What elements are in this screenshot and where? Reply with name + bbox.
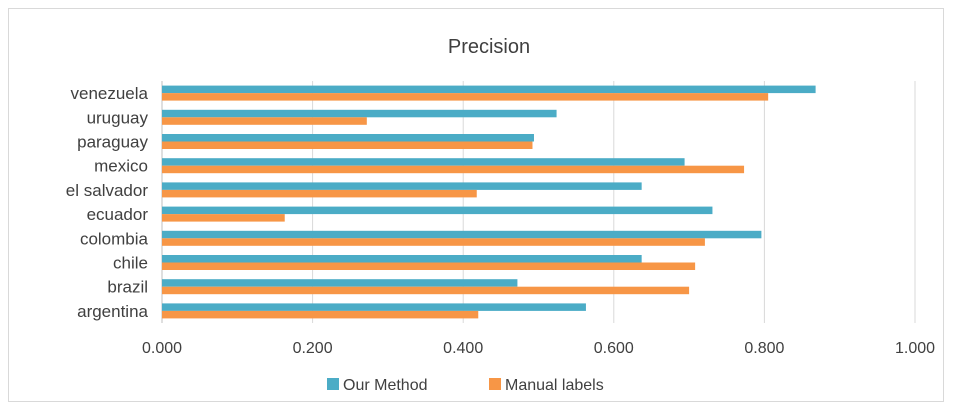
category-label: paraguay	[77, 133, 148, 152]
legend-label-our-method: Our Method	[343, 377, 427, 394]
legend-swatch-manual-labels	[489, 378, 501, 390]
bars	[162, 85, 816, 319]
x-tick-label: 0.600	[594, 340, 634, 357]
bar-manual-labels-mexico	[162, 165, 745, 174]
precision-chart: Precision argentina brazil chile colombia ec…	[66, 36, 935, 394]
category-label: colombia	[80, 229, 149, 248]
bar-our-method-paraguay	[162, 134, 534, 142]
bar-manual-labels-ecuador	[162, 214, 285, 222]
bar-our-method-argentina	[162, 303, 586, 311]
bar-manual-labels-venezuela	[162, 93, 769, 101]
bar-our-method-colombia	[162, 230, 762, 239]
category-label: el salvador	[66, 181, 149, 200]
bar-manual-labels-paraguay	[162, 141, 533, 149]
x-tick-labels: 0.000 0.200 0.400 0.600 0.800 1.000	[142, 340, 935, 357]
x-tick-label: 1.000	[895, 340, 935, 357]
x-tick-label: 0.200	[293, 340, 333, 357]
category-label: ecuador	[87, 205, 149, 224]
bar-manual-labels-brazil	[162, 286, 690, 295]
category-label: brazil	[107, 278, 148, 297]
category-label: uruguay	[87, 108, 149, 127]
bar-manual-labels-uruguay	[162, 117, 367, 125]
legend: Our Method Manual labels	[327, 377, 604, 394]
bar-manual-labels-argentina	[162, 310, 479, 319]
chart-title: Precision	[448, 36, 530, 58]
category-label: venezuela	[70, 84, 148, 103]
category-labels: argentina brazil chile colombia ecuador el sa…	[66, 84, 149, 321]
bar-our-method-chile	[162, 255, 642, 263]
category-label: chile	[113, 254, 148, 273]
bar-manual-labels-chile	[162, 262, 696, 270]
chart-frame: Precision argentina brazil chile colombia ec…	[8, 8, 944, 402]
legend-swatch-our-method	[327, 378, 339, 390]
bar-our-method-mexico	[162, 158, 685, 166]
x-tick-label: 0.800	[744, 340, 784, 357]
x-tick-label: 0.000	[142, 340, 182, 357]
bar-our-method-venezuela	[162, 85, 816, 94]
category-label: mexico	[94, 157, 148, 176]
bar-our-method-uruguay	[162, 109, 557, 118]
legend-label-manual-labels: Manual labels	[505, 377, 604, 394]
bar-manual-labels-el-salvador	[162, 189, 477, 198]
bar-our-method-brazil	[162, 279, 518, 287]
category-label: argentina	[77, 302, 148, 321]
bar-manual-labels-colombia	[162, 238, 705, 246]
x-tick-label: 0.400	[443, 340, 483, 357]
bar-our-method-ecuador	[162, 206, 713, 215]
bar-our-method-el-salvador	[162, 182, 642, 190]
